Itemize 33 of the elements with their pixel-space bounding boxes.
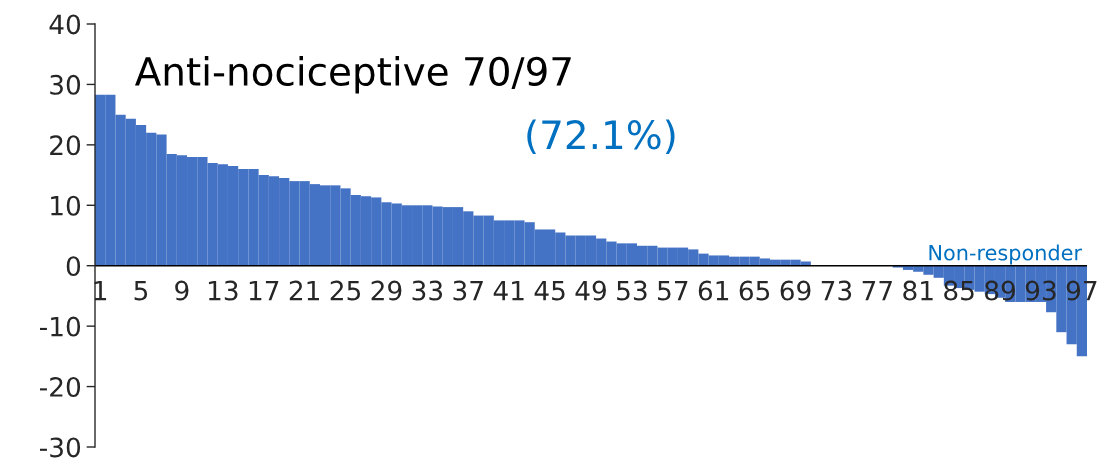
x-tick-label: 45 — [534, 280, 565, 301]
x-tick-label: 69 — [780, 280, 811, 301]
y-tick-label: 20 — [50, 135, 81, 156]
y-tick-label: 40 — [49, 14, 81, 35]
x-tick-label: 29 — [371, 280, 402, 301]
x-tick-label: 9 — [175, 280, 189, 301]
y-tick-label: 30 — [50, 74, 81, 95]
x-tick-label: 65 — [739, 280, 770, 301]
x-tick-label: 17 — [249, 280, 279, 301]
x-tick-label: 25 — [330, 280, 361, 301]
y-tick-label: 10 — [51, 195, 81, 216]
annotation: Non-responder — [929, 244, 1083, 265]
x-tick-label: 57 — [658, 280, 688, 301]
x-tick-label: 21 — [289, 280, 319, 301]
x-tick-label: 61 — [698, 280, 729, 301]
x-tick-label: 49 — [575, 280, 606, 301]
x-tick-label: 53 — [617, 280, 647, 301]
annotation: Anti-nociceptive 70/97 — [134, 55, 571, 94]
y-tick-label: 0 — [66, 256, 81, 277]
x-tick-label: 41 — [493, 280, 524, 301]
x-tick-label: 89 — [985, 280, 1016, 301]
x-tick-label: 93 — [1025, 280, 1056, 301]
y-tick-label: -20 — [40, 377, 81, 397]
x-tick-label: 33 — [412, 280, 443, 301]
annotation: (72.1%) — [527, 119, 675, 155]
y-tick-label: -10 — [40, 316, 81, 337]
x-tick-label: 37 — [453, 280, 483, 301]
x-tick-label: 73 — [821, 280, 852, 301]
x-tick-label: 81 — [903, 280, 933, 301]
x-tick-label: 13 — [208, 280, 238, 301]
y-tick-label: -30 — [40, 437, 81, 458]
x-tick-label: 77 — [862, 280, 892, 301]
x-tick-label: 5 — [134, 280, 148, 301]
